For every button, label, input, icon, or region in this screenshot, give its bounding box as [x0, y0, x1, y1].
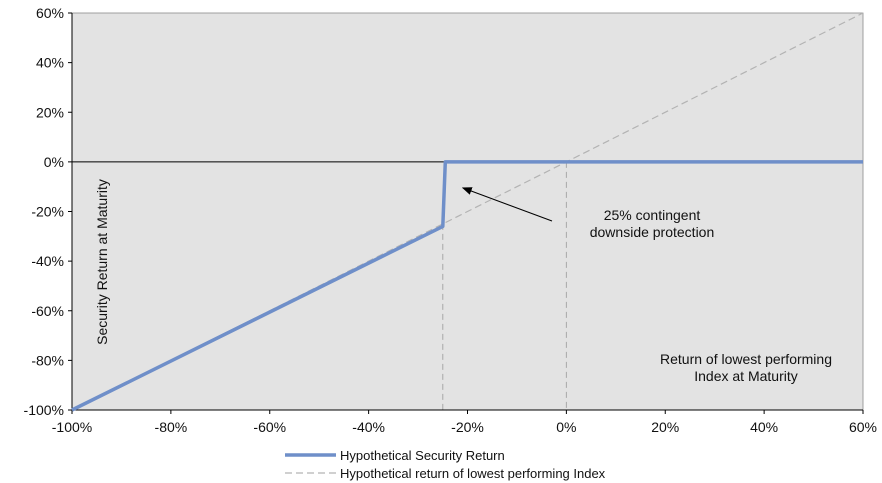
y-tick-label: -20% — [31, 204, 64, 220]
x-tick-label: 20% — [651, 419, 679, 435]
x-tick-label: -40% — [352, 419, 385, 435]
y-tick-label: 40% — [36, 55, 64, 71]
legend-label: Hypothetical Security Return — [340, 448, 505, 463]
y-tick-label: -100% — [24, 402, 64, 418]
x-tick-label: 60% — [849, 419, 877, 435]
annotation-text: downside protection — [590, 224, 715, 240]
y-axis-label: Security Return at Maturity — [94, 179, 110, 345]
annotation-text: 25% contingent — [604, 207, 701, 223]
y-tick-label: 20% — [36, 104, 64, 120]
x-tick-label: -80% — [155, 419, 188, 435]
y-tick-label: 0% — [44, 154, 64, 170]
x-axis-label-line: Index at Maturity — [694, 368, 798, 384]
y-tick-label: -40% — [31, 253, 64, 269]
y-tick-label: 60% — [36, 5, 64, 21]
y-tick-label: -60% — [31, 303, 64, 319]
y-tick-label: -80% — [31, 352, 64, 368]
x-tick-label: 40% — [750, 419, 778, 435]
legend-label: Hypothetical return of lowest performing… — [340, 466, 606, 481]
x-tick-label: -100% — [52, 419, 92, 435]
x-tick-label: 0% — [556, 419, 576, 435]
x-axis-label-line: Return of lowest performing — [660, 351, 832, 367]
x-tick-label: -20% — [451, 419, 484, 435]
x-tick-label: -60% — [253, 419, 286, 435]
